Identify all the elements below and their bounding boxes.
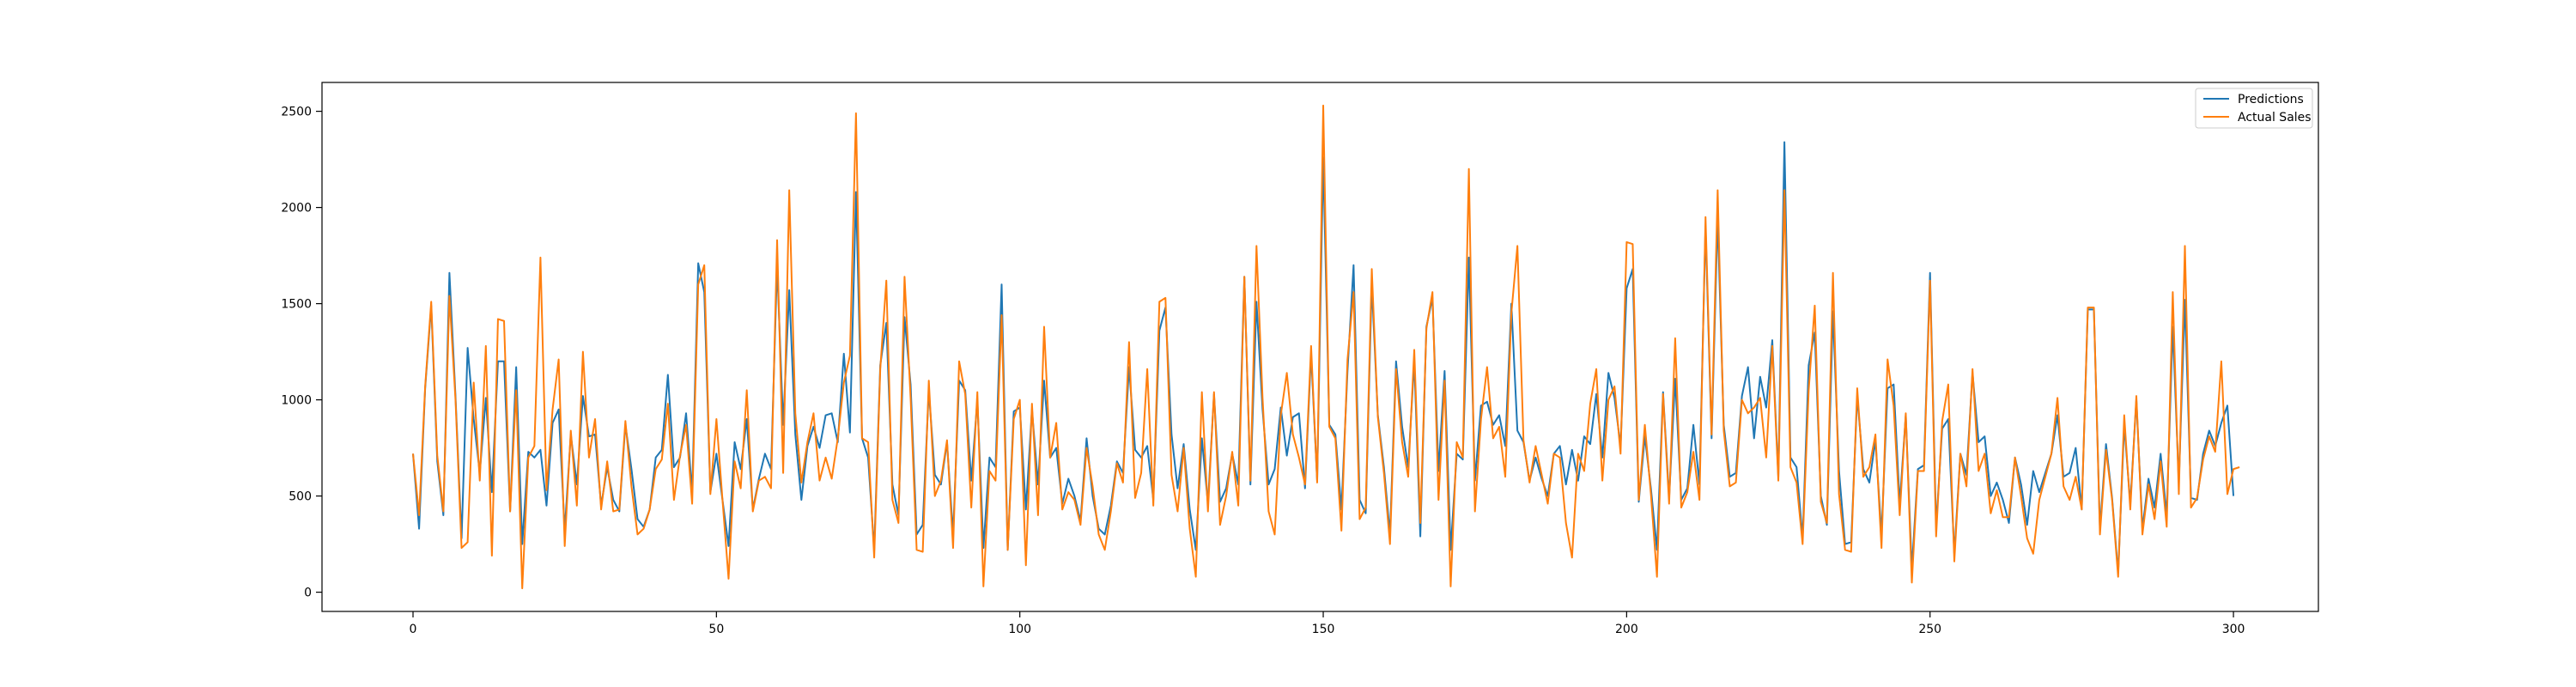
- x-tick-label: 150: [1312, 623, 1335, 636]
- y-tick-label: 2500: [281, 106, 312, 119]
- y-tick-label: 1500: [281, 298, 312, 312]
- x-axis: 0 50 100 150 200 250 300: [410, 611, 2245, 636]
- x-tick-label: 250: [1918, 623, 1941, 636]
- y-axis: 0 500 1000 1500 2000 2500: [281, 106, 322, 600]
- legend: Predictions Actual Sales: [2195, 88, 2313, 129]
- x-tick-label: 0: [410, 623, 417, 636]
- legend-label-predictions: Predictions: [2238, 93, 2304, 106]
- x-tick-label: 50: [708, 623, 724, 636]
- x-tick-label: 200: [1615, 623, 1638, 636]
- series-line-actual-sales: [412, 104, 2240, 590]
- x-tick-label: 300: [2222, 623, 2245, 636]
- y-tick-label: 1000: [281, 394, 312, 408]
- plot-frame: [321, 82, 2319, 612]
- y-tick-label: 0: [304, 587, 312, 600]
- y-tick-label: 500: [289, 490, 312, 504]
- y-tick-label: 2000: [281, 202, 312, 216]
- plot-lines: [412, 104, 2240, 590]
- x-tick-label: 100: [1008, 623, 1031, 636]
- legend-label-actual-sales: Actual Sales: [2238, 111, 2312, 125]
